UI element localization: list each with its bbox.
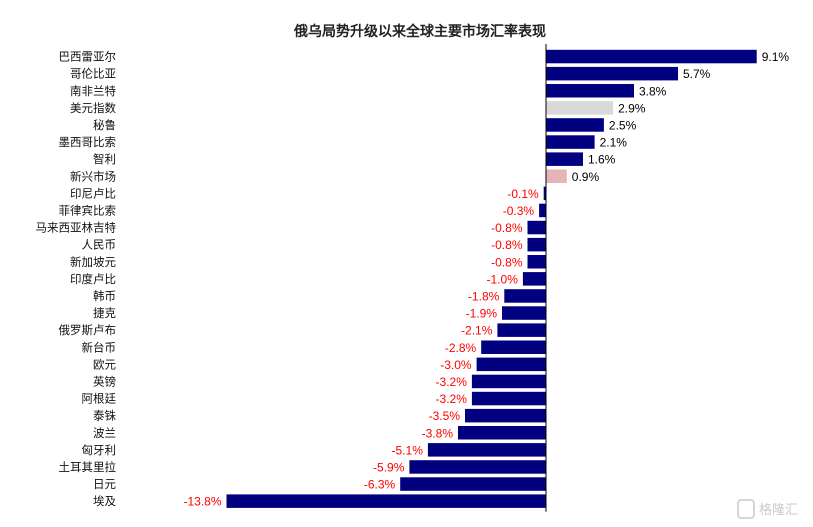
category-label: 马来西亚林吉特: [36, 221, 117, 235]
data-label: -0.8%: [491, 238, 523, 252]
data-label: -0.8%: [491, 255, 523, 269]
bar: [427, 443, 546, 457]
labels-layer: 巴西雷亚尔 9.1% 哥伦比亚 5.7% 南非兰特 3.8% 美元指数 2.9% 秘鲁 2.5% 墨…: [36, 50, 790, 509]
data-label: 1.6%: [588, 153, 616, 167]
bar: [527, 220, 546, 235]
category-label: 匈牙利: [82, 443, 117, 457]
data-label: 5.7%: [683, 67, 711, 81]
category-label: 美元指数: [70, 101, 116, 115]
category-label: 南非兰特: [70, 84, 116, 98]
data-label: -1.8%: [468, 290, 500, 304]
bar: [409, 460, 546, 474]
data-label: 0.9%: [572, 170, 600, 184]
data-label: 3.8%: [639, 84, 667, 98]
bar: [471, 374, 546, 389]
category-label: 哥伦比亚: [70, 67, 116, 81]
data-label: -2.8%: [445, 341, 477, 355]
data-label: -1.0%: [487, 272, 519, 286]
data-label: -5.9%: [373, 461, 405, 475]
data-label: -3.8%: [422, 426, 454, 440]
category-label: 菲律宾比索: [59, 204, 117, 218]
bar: [476, 357, 546, 372]
data-label: 9.1%: [762, 50, 790, 64]
category-label: 日元: [93, 477, 116, 491]
category-label: 印尼卢比: [70, 186, 116, 200]
bar: [226, 494, 546, 508]
bar: [497, 323, 546, 337]
category-label: 英镑: [93, 375, 116, 389]
data-label: 2.1%: [600, 136, 628, 150]
bar: [546, 135, 595, 149]
bar: [458, 426, 546, 440]
bar: [546, 66, 678, 81]
category-label: 新兴市场: [70, 169, 116, 183]
bar: [546, 84, 634, 98]
bar: [527, 237, 546, 252]
data-label: 2.9%: [618, 101, 646, 115]
category-label: 新台币: [82, 340, 117, 354]
bar: [471, 391, 546, 406]
watermark-logo-icon: [737, 499, 755, 519]
bar: [546, 169, 567, 183]
category-label: 波兰: [93, 426, 116, 440]
category-label: 新加坡元: [70, 255, 116, 269]
data-label: -3.5%: [429, 409, 461, 423]
bar: [539, 203, 546, 218]
bar: [546, 152, 583, 166]
category-label: 泰铢: [93, 409, 116, 423]
category-label: 捷克: [93, 306, 116, 320]
category-label: 墨西哥比索: [59, 135, 117, 149]
data-label: -0.8%: [491, 221, 523, 235]
data-label: -3.0%: [440, 358, 472, 372]
category-label: 智利: [93, 152, 116, 166]
category-label: 欧元: [93, 357, 116, 371]
data-label: -3.2%: [436, 392, 468, 406]
data-label: -0.3%: [503, 204, 535, 218]
bar: [546, 49, 757, 64]
category-label: 秘鲁: [93, 118, 116, 132]
category-label: 埃及: [93, 494, 116, 508]
bar: [481, 340, 546, 354]
data-label: -13.8%: [183, 495, 221, 509]
category-label: 人民币: [82, 238, 117, 252]
data-label: -3.2%: [436, 375, 468, 389]
category-label: 韩币: [93, 289, 116, 303]
category-label: 印度卢比: [70, 272, 116, 286]
bar: [400, 477, 546, 491]
watermark-text: 格隆汇: [759, 502, 798, 518]
bar: [543, 186, 546, 201]
bar: [546, 101, 614, 115]
category-label: 巴西雷亚尔: [59, 50, 117, 64]
bar: [522, 272, 546, 286]
chart-title: 俄乌局势升级以来全球主要市场汇率表现: [293, 23, 546, 40]
bar: [527, 255, 546, 269]
category-label: 俄罗斯卢布: [59, 323, 117, 337]
category-label: 土耳其里拉: [59, 460, 117, 474]
bar: [502, 306, 546, 320]
watermark: 格隆汇: [737, 499, 798, 519]
bar: [546, 118, 604, 132]
bar: [504, 289, 546, 303]
bar: [465, 408, 546, 423]
data-label: -1.9%: [466, 307, 498, 321]
data-label: -5.1%: [392, 443, 424, 457]
category-label: 阿根廷: [82, 392, 117, 406]
bars-layer: [226, 49, 757, 508]
data-label: 2.5%: [609, 118, 637, 132]
data-label: -0.1%: [507, 187, 539, 201]
data-label: -2.1%: [461, 324, 493, 338]
data-label: -6.3%: [364, 478, 396, 492]
